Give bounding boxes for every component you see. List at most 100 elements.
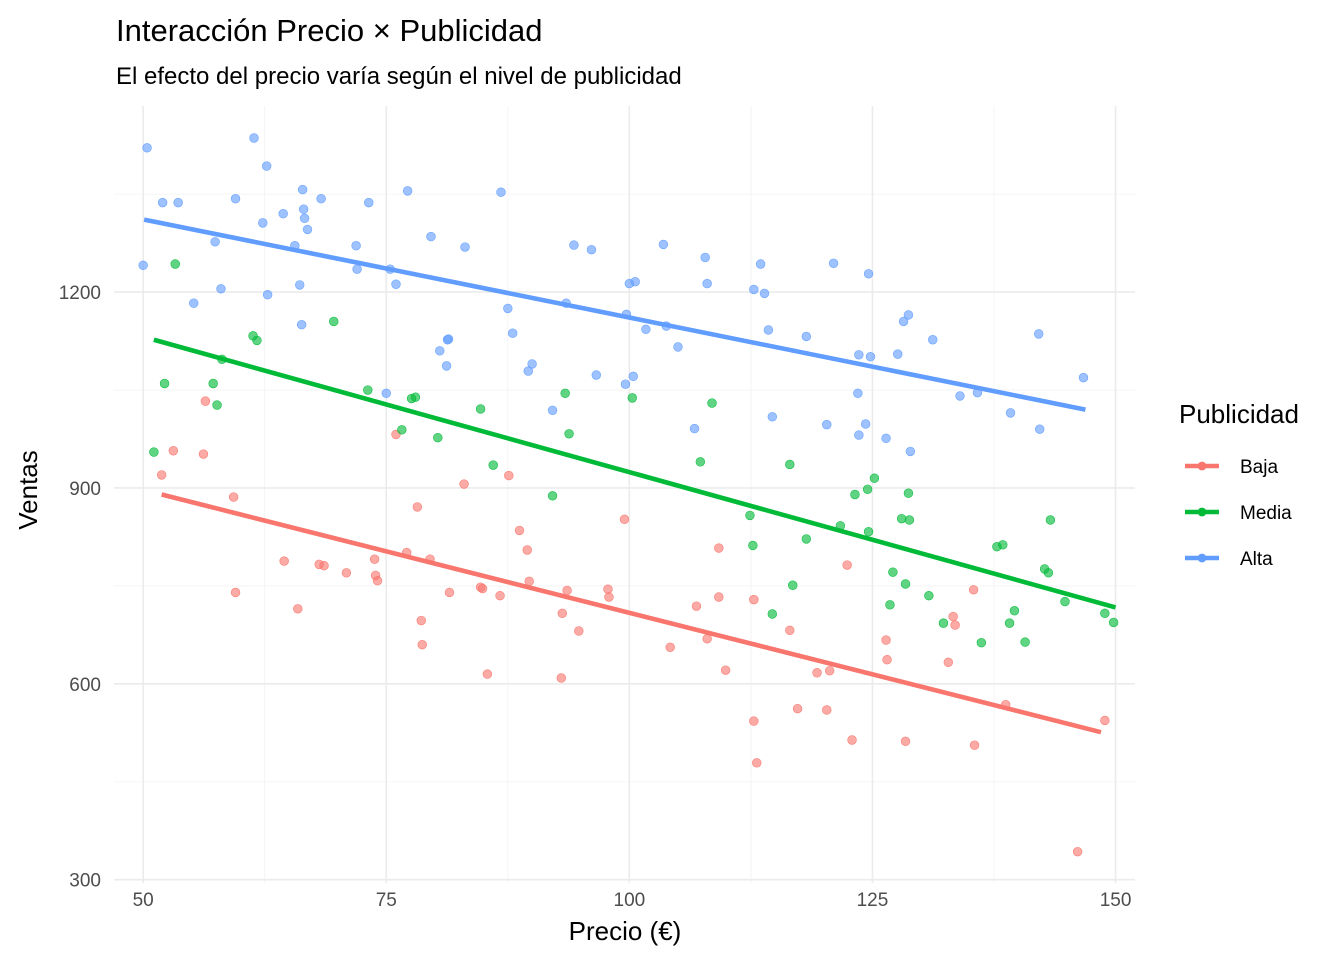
point-baja — [749, 716, 759, 726]
point-baja — [714, 543, 724, 553]
point-media — [903, 488, 914, 498]
point-baja — [228, 492, 239, 502]
point-baja — [477, 583, 488, 594]
point-baja — [557, 608, 567, 619]
point-media — [745, 510, 755, 521]
point-alta — [527, 359, 537, 369]
point-baja — [319, 560, 329, 571]
point-media — [707, 398, 717, 408]
legend-key-point — [1197, 507, 1207, 517]
trend-lines — [143, 217, 1117, 735]
point-baja — [416, 615, 426, 626]
point-alta — [928, 335, 938, 345]
legend-item-baja: Baja — [1185, 457, 1278, 478]
point-media — [695, 457, 706, 467]
point-baja — [574, 626, 584, 636]
point-alta — [262, 290, 273, 300]
point-baja — [702, 634, 712, 644]
point-baja — [198, 449, 209, 459]
point-alta — [586, 244, 597, 255]
point-baja — [230, 587, 241, 598]
point-baja — [514, 525, 525, 536]
point-baja — [882, 654, 892, 665]
point-alta — [507, 328, 518, 338]
point-alta — [523, 366, 533, 376]
point-alta — [216, 284, 226, 294]
point-alta — [297, 184, 308, 195]
point-alta — [351, 241, 361, 251]
point-alta — [547, 405, 558, 415]
point-baja — [752, 758, 762, 768]
point-media — [869, 473, 880, 483]
point-baja — [749, 594, 759, 605]
point-alta — [381, 388, 391, 398]
trend-line-media — [153, 337, 1117, 610]
legend-label: Media — [1240, 503, 1292, 524]
point-media — [885, 600, 895, 610]
point-alta — [641, 324, 651, 335]
point-baja — [603, 584, 613, 594]
point-media — [900, 579, 911, 589]
point-alta — [261, 161, 272, 171]
point-baja — [279, 556, 289, 566]
point-media — [1009, 606, 1020, 616]
legend-key-point — [1197, 461, 1207, 471]
point-baja — [412, 502, 423, 512]
point-baja — [604, 592, 614, 602]
point-alta — [860, 419, 871, 429]
point-baja — [968, 585, 979, 595]
point-media — [1060, 596, 1070, 607]
point-media — [410, 392, 421, 402]
point-alta — [658, 239, 669, 250]
point-media — [938, 618, 949, 628]
point-alta — [296, 320, 307, 330]
point-alta — [1035, 424, 1045, 434]
point-alta — [749, 284, 759, 295]
point-alta — [903, 310, 914, 320]
trend-line-baja — [161, 492, 1102, 735]
point-baja — [792, 703, 803, 714]
point-media — [863, 527, 874, 537]
point-baja — [969, 740, 980, 750]
point-media — [397, 425, 407, 435]
x-tick-label: 125 — [857, 890, 889, 911]
point-baja — [822, 705, 832, 715]
legend-item-media: Media — [1185, 503, 1292, 524]
point-media — [862, 484, 873, 494]
point-alta — [759, 288, 770, 299]
point-baja — [881, 635, 891, 645]
point-alta — [865, 352, 876, 362]
point-alta — [138, 260, 148, 271]
point-alta — [822, 419, 832, 430]
point-alta — [189, 298, 199, 308]
chart-subtitle: El efecto del precio varía según el nive… — [116, 63, 682, 90]
point-alta — [591, 370, 602, 380]
point-media — [976, 638, 987, 648]
point-baja — [341, 568, 352, 578]
point-media — [547, 491, 558, 501]
point-alta — [278, 209, 288, 219]
point-baja — [812, 668, 822, 678]
point-media — [801, 534, 812, 544]
point-alta — [249, 133, 259, 143]
point-alta — [157, 197, 168, 208]
point-alta — [460, 242, 470, 252]
legend-key-point — [1197, 553, 1207, 563]
point-baja — [444, 587, 455, 598]
point-alta — [689, 423, 700, 434]
point-alta — [441, 361, 452, 371]
point-media — [998, 540, 1008, 550]
point-baja — [562, 585, 572, 596]
point-alta — [1078, 372, 1089, 383]
point-baja — [556, 673, 566, 683]
point-media — [1043, 568, 1054, 578]
point-alta — [496, 187, 506, 197]
point-alta — [1034, 329, 1044, 339]
point-media — [1020, 637, 1030, 647]
point-alta — [620, 379, 631, 389]
point-alta — [767, 412, 778, 422]
point-alta — [881, 433, 891, 444]
point-alta — [302, 224, 313, 235]
point-media — [159, 378, 170, 389]
